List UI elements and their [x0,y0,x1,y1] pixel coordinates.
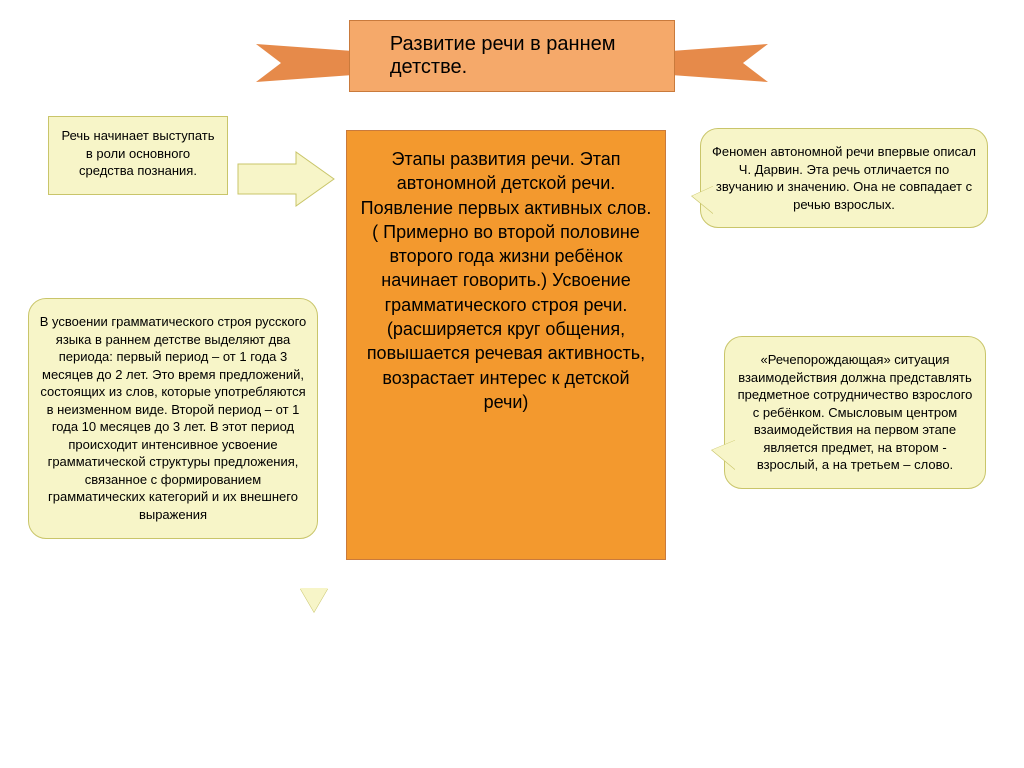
central-box-text: Этапы развития речи. Этап автономной дет… [361,149,652,412]
callout-tail-icon [692,186,714,214]
callout-top-right-text: Феномен автономной речи впервые описал Ч… [712,144,976,212]
callout-bottom-left-text: В усвоении грамматического строя русског… [40,314,307,522]
arrow-icon [236,150,336,208]
title-banner: Развитие речи в раннем детстве. [256,20,768,92]
central-box: Этапы развития речи. Этап автономной дет… [346,130,666,560]
top-left-box: Речь начинает выступать в роли основного… [48,116,228,195]
callout-bottom-right-text: «Речепорождающая» ситуация взаимодействи… [738,352,973,472]
callout-tail-icon [712,440,736,470]
callout-bottom-right: «Речепорождающая» ситуация взаимодействи… [724,336,986,489]
page-title: Развитие речи в раннем детстве. [349,20,675,92]
top-left-box-text: Речь начинает выступать в роли основного… [61,128,214,178]
callout-top-right: Феномен автономной речи впервые описал Ч… [700,128,988,228]
callout-bottom-left: В усвоении грамматического строя русског… [28,298,318,539]
callout-tail-icon [300,588,328,612]
